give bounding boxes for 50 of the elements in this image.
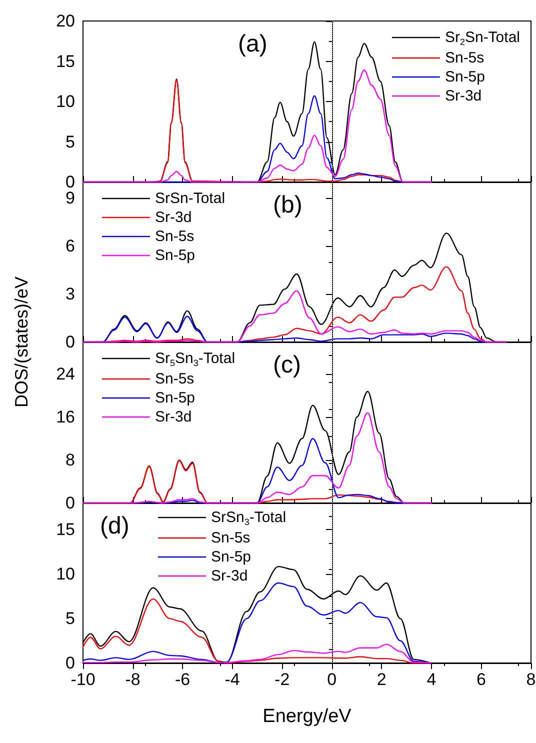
x-tick-label: 4: [426, 670, 436, 689]
legend-label: Sn-5s: [155, 228, 194, 245]
legend-label: Sn-5s: [211, 530, 250, 546]
y-tick-label: 8: [66, 450, 75, 470]
legend-label: Sn-5s: [155, 370, 194, 388]
line-series: [82, 412, 432, 504]
x-tick-label: 0: [327, 670, 337, 689]
legend-label: Sn-5p: [155, 390, 196, 406]
x-tick-label: -10: [70, 670, 96, 689]
line-series: [82, 644, 432, 664]
x-tick-label: -2: [274, 670, 290, 689]
legend-label: SrSn-Total: [155, 190, 226, 207]
legend-label: Sn-5p: [211, 548, 252, 566]
y-tick-label: 0: [66, 654, 75, 672]
legend-label: Sr-3d: [444, 88, 482, 104]
y-tick-label: 5: [66, 609, 75, 628]
y-tick-label: 24: [56, 364, 75, 384]
y-tick-label: 0: [66, 172, 75, 192]
legend-label: Sr-3d: [211, 568, 248, 584]
legend-label: Sn-5p: [155, 247, 196, 264]
y-tick-label: 15: [56, 52, 75, 71]
y-tick-label: 10: [56, 92, 75, 111]
x-tick-label: -8: [125, 670, 140, 689]
chart-title: (b): [273, 192, 302, 218]
x-tick-label: 2: [376, 670, 386, 689]
line-series: [82, 582, 432, 664]
y-axis-title: DOS/(states)/eV: [12, 276, 32, 408]
y-tick-label: 16: [56, 408, 75, 427]
line-series: [82, 290, 507, 343]
x-tick-label: -4: [224, 670, 240, 689]
y-tick-label: 6: [66, 236, 75, 256]
y-tick-label: 10: [56, 564, 75, 584]
y-tick-label: 15: [56, 520, 75, 540]
chart-title: (c): [273, 352, 301, 378]
chart-title: (a): [238, 30, 268, 58]
x-axis-title: Energy/eV: [262, 706, 352, 727]
y-tick-label: 0: [66, 494, 75, 512]
chart-title: (d): [100, 512, 130, 540]
legend-label: Sn-5s: [444, 50, 484, 66]
x-tick-label: 6: [476, 670, 486, 689]
legend-label: Sr-3d: [155, 209, 192, 226]
y-tick-label: 9: [66, 188, 75, 208]
y-tick-label: 3: [66, 284, 75, 304]
y-tick-label: 20: [56, 12, 75, 30]
x-tick-label: 8: [526, 670, 536, 689]
y-tick-label: 0: [66, 332, 75, 352]
legend-label: Sn-5p: [444, 68, 485, 86]
y-tick-label: 5: [66, 132, 75, 152]
x-tick-label: -6: [174, 670, 190, 689]
legend-label: Sr-3d: [155, 408, 192, 426]
